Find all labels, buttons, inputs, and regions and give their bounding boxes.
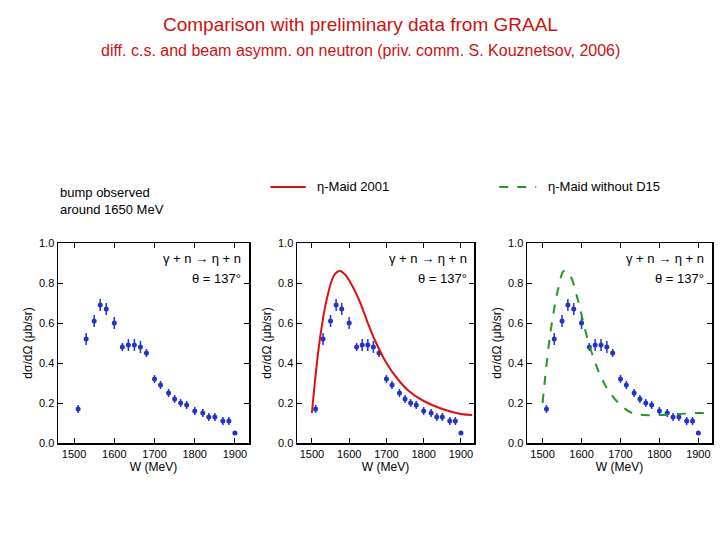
svg-text:0.4: 0.4 bbox=[508, 357, 523, 369]
svg-text:1500: 1500 bbox=[300, 448, 324, 460]
svg-text:0.8: 0.8 bbox=[278, 277, 293, 289]
svg-text:0.0: 0.0 bbox=[278, 437, 293, 449]
svg-text:1600: 1600 bbox=[569, 448, 593, 460]
svg-text:Comparison with preliminary da: Comparison with preliminary data from GR… bbox=[163, 14, 558, 35]
svg-text:θ = 137°: θ = 137° bbox=[192, 271, 241, 286]
svg-text:1900: 1900 bbox=[686, 448, 710, 460]
svg-text:dσ/dΩ (μb/sr): dσ/dΩ (μb/sr) bbox=[21, 307, 35, 378]
svg-text:1900: 1900 bbox=[449, 448, 473, 460]
svg-text:1900: 1900 bbox=[223, 448, 247, 460]
svg-text:η-Maid 2001: η-Maid 2001 bbox=[317, 179, 389, 194]
svg-text:0.6: 0.6 bbox=[508, 317, 523, 329]
svg-text:1700: 1700 bbox=[142, 448, 166, 460]
svg-text:1800: 1800 bbox=[647, 448, 671, 460]
svg-text:1800: 1800 bbox=[182, 448, 206, 460]
svg-text:W (MeV): W (MeV) bbox=[596, 460, 643, 474]
svg-text:1700: 1700 bbox=[374, 448, 398, 460]
svg-text:0.4: 0.4 bbox=[39, 357, 54, 369]
svg-text:1600: 1600 bbox=[102, 448, 126, 460]
svg-text:0.8: 0.8 bbox=[39, 277, 54, 289]
svg-text:1.0: 1.0 bbox=[508, 237, 523, 249]
svg-text:0.8: 0.8 bbox=[508, 277, 523, 289]
svg-text:η-Maid without D15: η-Maid without D15 bbox=[548, 179, 660, 194]
svg-text:1.0: 1.0 bbox=[278, 237, 293, 249]
svg-text:0.2: 0.2 bbox=[508, 397, 523, 409]
svg-text:diff. c.s. and beam asymm. on: diff. c.s. and beam asymm. on neutron (p… bbox=[101, 42, 620, 59]
svg-text:γ + n → η + n: γ + n → η + n bbox=[163, 251, 241, 266]
svg-text:0.2: 0.2 bbox=[39, 397, 54, 409]
svg-text:1.0: 1.0 bbox=[39, 237, 54, 249]
svg-text:bump observedaround 1650 MeV: bump observedaround 1650 MeV bbox=[60, 185, 164, 217]
svg-text:1700: 1700 bbox=[608, 448, 632, 460]
svg-text:γ + n → η + n: γ + n → η + n bbox=[626, 251, 704, 266]
svg-text:0.0: 0.0 bbox=[39, 437, 54, 449]
svg-text:0.2: 0.2 bbox=[278, 397, 293, 409]
svg-text:0.4: 0.4 bbox=[278, 357, 293, 369]
svg-text:0.6: 0.6 bbox=[278, 317, 293, 329]
svg-text:0.6: 0.6 bbox=[39, 317, 54, 329]
svg-text:γ + n → η + n: γ + n → η + n bbox=[389, 251, 467, 266]
svg-text:1800: 1800 bbox=[411, 448, 435, 460]
svg-text:θ = 137°: θ = 137° bbox=[655, 271, 704, 286]
svg-text:dσ/dΩ (μb/sr): dσ/dΩ (μb/sr) bbox=[260, 307, 274, 378]
svg-text:dσ/dΩ (μb/sr): dσ/dΩ (μb/sr) bbox=[490, 307, 504, 378]
svg-text:1500: 1500 bbox=[530, 448, 554, 460]
svg-text:0.0: 0.0 bbox=[508, 437, 523, 449]
svg-text:1600: 1600 bbox=[337, 448, 361, 460]
svg-text:θ = 137°: θ = 137° bbox=[418, 271, 467, 286]
svg-text:1500: 1500 bbox=[62, 448, 86, 460]
svg-text:W (MeV): W (MeV) bbox=[130, 460, 177, 474]
svg-text:W (MeV): W (MeV) bbox=[362, 460, 409, 474]
